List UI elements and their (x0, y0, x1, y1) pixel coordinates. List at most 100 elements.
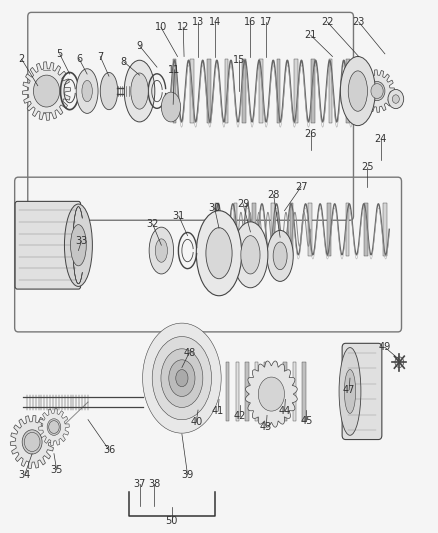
Ellipse shape (267, 230, 293, 281)
Text: 24: 24 (374, 134, 387, 144)
FancyBboxPatch shape (342, 343, 382, 440)
Text: 32: 32 (146, 219, 159, 229)
Circle shape (22, 430, 42, 454)
Ellipse shape (24, 432, 40, 451)
Ellipse shape (100, 72, 118, 110)
Text: 22: 22 (321, 17, 333, 27)
Ellipse shape (82, 80, 92, 102)
Ellipse shape (149, 227, 173, 274)
Ellipse shape (241, 236, 260, 274)
Circle shape (395, 357, 404, 368)
Bar (226, 362, 230, 421)
Bar (190, 59, 194, 123)
Bar (329, 59, 332, 123)
Text: 21: 21 (304, 30, 317, 41)
Text: 5: 5 (57, 49, 63, 59)
Bar (252, 203, 256, 256)
Ellipse shape (344, 369, 356, 414)
Bar (293, 362, 297, 421)
Text: 44: 44 (279, 406, 291, 416)
Text: 35: 35 (50, 465, 63, 474)
Text: 37: 37 (133, 480, 146, 489)
Bar (254, 362, 258, 421)
Text: 26: 26 (304, 128, 317, 139)
Text: 31: 31 (173, 211, 185, 221)
Circle shape (388, 90, 404, 109)
Text: 30: 30 (208, 203, 221, 213)
Circle shape (369, 82, 385, 101)
Bar (245, 362, 249, 421)
Text: 23: 23 (353, 17, 365, 27)
Polygon shape (11, 415, 54, 469)
Ellipse shape (64, 204, 92, 286)
Bar (225, 59, 228, 123)
Ellipse shape (273, 242, 287, 270)
Text: 38: 38 (148, 480, 160, 489)
Ellipse shape (152, 336, 212, 419)
Circle shape (35, 78, 57, 104)
Ellipse shape (233, 222, 268, 288)
Bar (271, 203, 275, 256)
Text: 29: 29 (237, 199, 249, 209)
Bar (346, 203, 349, 256)
Text: 14: 14 (208, 17, 221, 27)
Bar (311, 59, 315, 123)
Ellipse shape (340, 56, 375, 126)
Bar (259, 59, 263, 123)
Text: 10: 10 (155, 22, 167, 33)
Text: 33: 33 (75, 236, 88, 246)
Text: 42: 42 (234, 411, 246, 422)
Text: 8: 8 (121, 57, 127, 67)
Bar (308, 203, 312, 256)
Ellipse shape (258, 377, 285, 411)
Bar (264, 362, 268, 421)
Bar (327, 203, 331, 256)
Polygon shape (246, 361, 297, 427)
Ellipse shape (143, 323, 221, 433)
FancyBboxPatch shape (15, 201, 81, 289)
Text: 39: 39 (181, 470, 194, 480)
Bar (364, 203, 368, 256)
Text: 25: 25 (361, 161, 374, 172)
Ellipse shape (206, 228, 232, 279)
Ellipse shape (49, 421, 59, 433)
Ellipse shape (371, 84, 383, 99)
Ellipse shape (33, 75, 60, 107)
Circle shape (47, 419, 61, 435)
Text: 41: 41 (212, 406, 224, 416)
Text: 2: 2 (18, 54, 25, 64)
Text: 7: 7 (97, 52, 103, 61)
Bar (173, 59, 176, 123)
Text: 28: 28 (267, 190, 280, 200)
Text: 12: 12 (177, 22, 189, 33)
Bar (234, 203, 237, 256)
Bar (215, 203, 219, 256)
Bar (294, 59, 297, 123)
Text: 16: 16 (244, 17, 257, 27)
Bar (207, 59, 211, 123)
Ellipse shape (348, 71, 367, 111)
Text: 17: 17 (260, 17, 272, 27)
Bar (242, 59, 246, 123)
Ellipse shape (176, 369, 188, 387)
Text: 27: 27 (295, 182, 307, 192)
Ellipse shape (131, 73, 148, 109)
Ellipse shape (155, 239, 167, 262)
Ellipse shape (196, 211, 242, 296)
Circle shape (392, 95, 399, 103)
Text: 47: 47 (343, 385, 355, 395)
Bar (346, 59, 350, 123)
Text: 13: 13 (192, 17, 205, 27)
Text: 49: 49 (379, 342, 391, 352)
Text: 40: 40 (190, 417, 202, 427)
Polygon shape (39, 408, 69, 446)
Ellipse shape (161, 92, 180, 122)
Text: 48: 48 (183, 348, 195, 358)
Polygon shape (360, 70, 395, 112)
Bar (302, 362, 306, 421)
Bar (283, 362, 287, 421)
Text: 15: 15 (233, 55, 245, 65)
Text: 34: 34 (18, 470, 31, 480)
Bar (277, 59, 280, 123)
Text: 11: 11 (168, 65, 180, 75)
